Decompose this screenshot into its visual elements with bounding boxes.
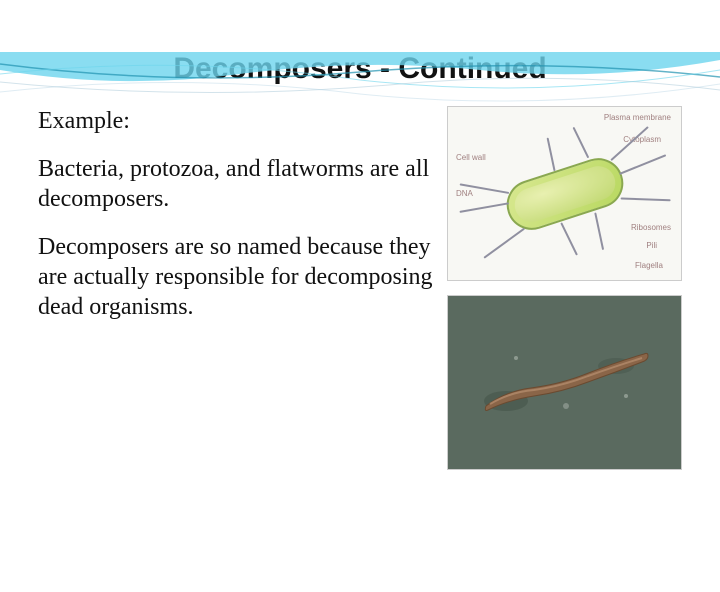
- label-dna: DNA: [456, 189, 473, 198]
- paragraph-definition: Decomposers are so named because they ar…: [38, 232, 433, 322]
- image-column: Plasma membrane Cytoplasm Cell wall DNA …: [447, 106, 682, 470]
- bacteria-diagram: Plasma membrane Cytoplasm Cell wall DNA …: [447, 106, 682, 281]
- slide-title: Decomposers - Continued: [0, 52, 720, 86]
- bacteria-cell-icon: [500, 151, 630, 236]
- paragraph-list: Bacteria, protozoa, and flatworms are al…: [38, 154, 433, 214]
- flatworm-photo: [447, 295, 682, 470]
- paragraph-example: Example:: [38, 106, 433, 136]
- label-plasma-membrane: Plasma membrane: [604, 113, 671, 122]
- label-pili: Pili: [646, 241, 657, 250]
- label-ribosomes: Ribosomes: [631, 223, 671, 232]
- flatworm-icon: [476, 346, 656, 416]
- label-cell-wall: Cell wall: [456, 153, 486, 162]
- label-flagella: Flagella: [635, 261, 663, 270]
- text-column: Example: Bacteria, protozoa, and flatwor…: [38, 106, 433, 470]
- slide-content: Example: Bacteria, protozoa, and flatwor…: [0, 86, 720, 470]
